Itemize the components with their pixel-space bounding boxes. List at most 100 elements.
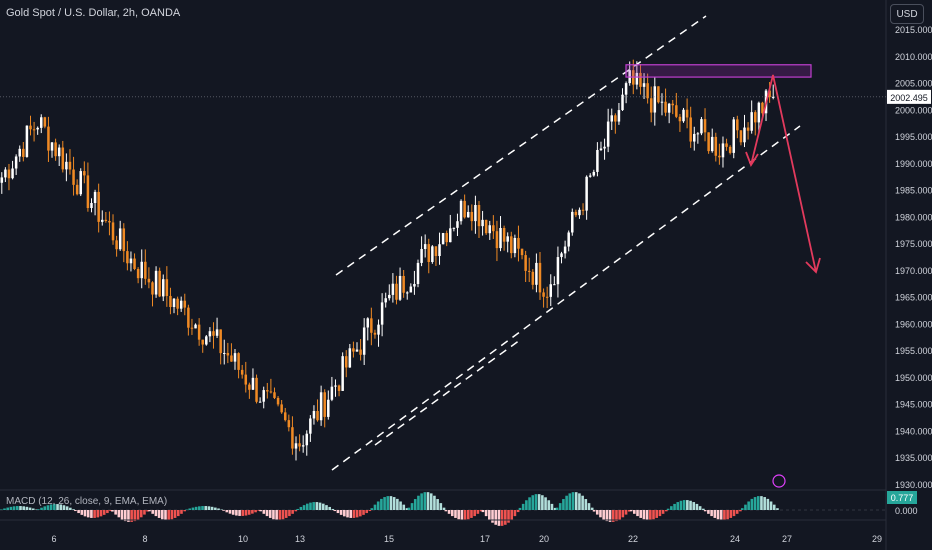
candle-body [388,294,391,299]
candle-body [190,327,194,329]
macd-bar [151,510,154,514]
candle-body [129,258,133,264]
candle-body [384,298,387,303]
y-tick-label: 1945.000 [895,400,932,410]
candle-body [14,156,18,169]
macd-bar [531,495,535,510]
macd-bar [702,508,705,510]
macd-bar [275,510,278,520]
candle-body [395,283,398,300]
candle-body [721,143,725,158]
candle-body [635,72,639,85]
macd-bar [590,507,594,510]
candle-body [355,349,359,352]
candle-body [305,433,309,446]
macd-bar [541,495,544,510]
macd-bar [352,510,356,518]
macd-zero-label: 0.000 [895,506,918,516]
macd-bar [35,509,38,510]
macd-bar [0,509,3,510]
candle-body [111,222,115,241]
candle-body [703,119,707,133]
candle-body [309,418,312,434]
macd-bar [111,510,114,512]
macd-bar [204,506,208,510]
macd-bar [686,500,689,510]
candle-body [0,177,4,183]
macd-bar [217,508,220,510]
candle-body [133,258,136,269]
macd-bar [46,505,50,510]
x-tick-label: 15 [384,534,394,544]
macd-bar [167,510,170,520]
macd-bar [376,501,380,510]
macd-bar [732,510,736,517]
candle-body [427,244,431,263]
candle-body [761,102,764,114]
y-tick-label: 1990.000 [895,159,932,169]
candle-body [140,261,143,279]
macd-bar [180,510,183,514]
candle-body [560,253,563,258]
macd-bar [146,510,149,512]
candle-body [341,356,344,391]
candle-body [402,275,405,293]
candle-body [176,298,179,309]
macd-bar [214,507,217,510]
macd-bar [423,492,427,510]
candle-body [47,126,50,151]
candle-body [657,86,660,103]
candle-body [283,412,287,421]
candle-body [456,221,459,228]
candle-body [22,148,25,157]
candle-body [7,169,11,179]
macd-bar [627,510,631,512]
macd-bar [510,510,514,520]
candle-body [520,248,524,256]
candle-body [43,117,47,127]
macd-bar [729,510,733,518]
candle-body [398,275,402,300]
candle-body [54,142,57,157]
candle-body [567,232,570,247]
candle-body [750,112,753,131]
candle-body [474,205,477,222]
x-tick-label: 27 [782,534,792,544]
candle-body [466,211,470,218]
candle-body [527,270,531,272]
candle-body [316,410,319,421]
macd-bar [305,503,309,510]
candle-body [50,142,54,151]
candle-body [463,200,466,218]
macd-bar [123,510,127,522]
macd-bar [624,510,628,515]
candle-body [409,286,413,293]
candle-body [151,282,154,295]
y-tick-label: 1995.000 [895,132,932,142]
macd-bar [265,510,269,517]
candle-body [205,336,208,345]
macd-bar [661,510,665,514]
candle-body [538,262,542,293]
macd-bar [114,510,117,515]
candle-body [524,255,527,271]
macd-bar [28,507,32,510]
candle-body [40,117,43,128]
candle-body [531,271,535,285]
candle-body [431,246,434,263]
macd-bar [689,500,692,510]
currency-button[interactable]: USD [890,4,924,24]
candle-body [187,307,190,328]
macd-bar [608,510,612,522]
candle-body [553,284,556,286]
y-tick-label: 2010.000 [895,52,932,62]
candle-body [90,202,93,209]
macd-bar [571,492,575,510]
macd-bar [77,510,80,514]
macd-bar [164,510,167,520]
macd-bar [62,505,66,510]
macd-bar [207,506,211,510]
macd-bar [25,506,29,510]
macd-bar [581,495,584,510]
